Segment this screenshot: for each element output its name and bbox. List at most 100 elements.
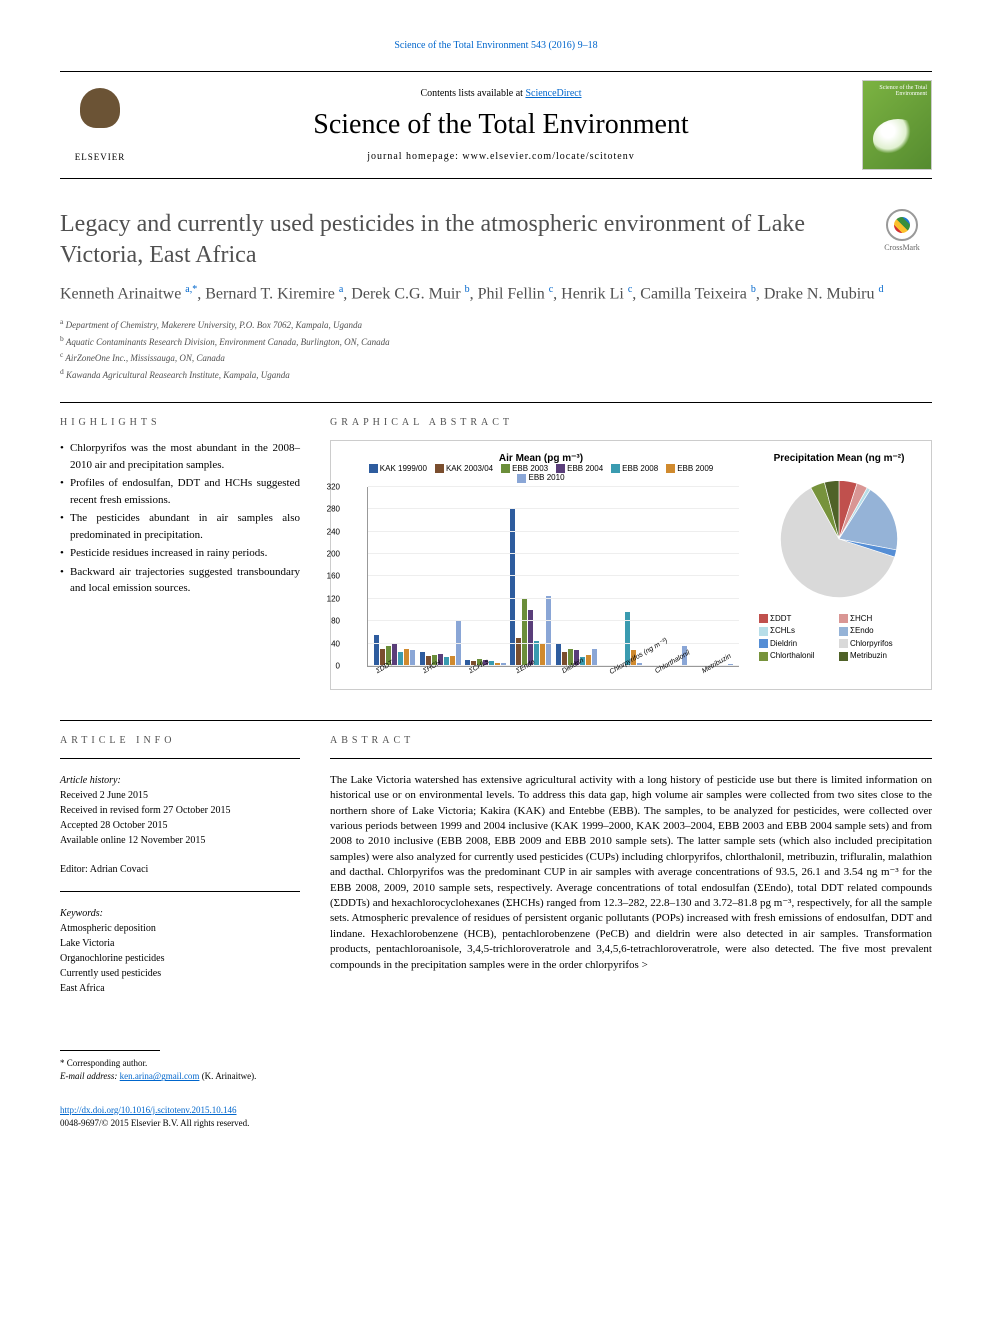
contents-text: Contents lists available at: [420, 88, 525, 99]
keyword-item: East Africa: [60, 981, 300, 996]
highlight-item: Chlorpyrifos was the most abundant in th…: [60, 440, 300, 473]
authors-list: Kenneth Arinaitwe a,*, Bernard T. Kiremi…: [60, 283, 932, 306]
journal-name: Science of the Total Environment: [140, 109, 862, 141]
bar-chart-title: Air Mean (pg m⁻³): [343, 453, 739, 464]
email-label: E-mail address:: [60, 1071, 117, 1081]
corresponding-author-label: * Corresponding author.: [60, 1057, 932, 1071]
divider: [60, 758, 300, 759]
bar: [374, 635, 379, 666]
bar: [556, 643, 561, 666]
gridline: [368, 620, 739, 621]
footer-separator: [60, 1050, 160, 1051]
bar: [420, 652, 425, 666]
journal-cover-thumbnail: Science of the Total Environment: [862, 80, 932, 170]
keywords-label: Keywords:: [60, 906, 300, 921]
pie-chart: [774, 474, 904, 604]
pie-legend-item: ΣEndo: [839, 626, 919, 635]
y-tick: 40: [331, 639, 340, 648]
pie-legend-item: ΣHCH: [839, 614, 919, 623]
received-date: Received 2 June 2015: [60, 788, 300, 803]
keyword-item: Organochlorine pesticides: [60, 951, 300, 966]
y-tick: 120: [327, 594, 340, 603]
journal-header: ELSEVIER Contents lists available at Sci…: [60, 71, 932, 179]
pie-legend-item: Chlorthalonil: [759, 651, 839, 660]
gridline: [368, 598, 739, 599]
highlight-item: Profiles of endosulfan, DDT and HCHs sug…: [60, 475, 300, 508]
online-date: Available online 12 November 2015: [60, 833, 300, 848]
gridline: [368, 643, 739, 644]
cover-title: Science of the Total Environment: [863, 81, 931, 101]
article-title: Legacy and currently used pesticides in …: [60, 209, 872, 271]
bar-chart-legend: KAK 1999/00KAK 2003/04EBB 2003EBB 2004EB…: [343, 464, 739, 483]
gridline: [368, 553, 739, 554]
y-tick: 320: [327, 482, 340, 491]
keywords-list: Atmospheric depositionLake VictoriaOrgan…: [60, 921, 300, 996]
legend-item: EBB 2010: [517, 473, 564, 482]
y-tick: 200: [327, 550, 340, 559]
graphical-abstract-label: GRAPHICAL ABSTRACT: [330, 417, 932, 428]
pie-chart-title: Precipitation Mean (ng m⁻²): [759, 453, 919, 464]
y-tick: 160: [327, 572, 340, 581]
affiliation-item: c AirZoneOne Inc., Mississauga, ON, Cana…: [60, 349, 932, 366]
bar-groups: [368, 487, 739, 666]
divider: [60, 720, 932, 721]
highlight-item: Pesticide residues increased in rainy pe…: [60, 545, 300, 562]
contents-line: Contents lists available at ScienceDirec…: [140, 88, 862, 99]
bar: [410, 650, 415, 666]
highlight-item: Backward air trajectories suggested tran…: [60, 564, 300, 597]
pie-legend-item: Dieldrin: [759, 639, 839, 648]
legend-item: KAK 2003/04: [435, 464, 493, 473]
editor-line: Editor: Adrian Covaci: [60, 862, 300, 877]
history-label: Article history:: [60, 773, 300, 788]
pie-legend-item: ΣDDT: [759, 614, 839, 623]
highlights-label: HIGHLIGHTS: [60, 417, 300, 428]
corresponding-email-link[interactable]: ken.arina@gmail.com: [120, 1071, 200, 1081]
crossmark-label: CrossMark: [884, 243, 920, 252]
pie-chart-legend: ΣDDTΣHCHΣCHLsΣEndoDieldrinChlorpyrifosCh…: [759, 614, 919, 664]
abstract-label: ABSTRACT: [330, 735, 932, 746]
gridline: [368, 665, 739, 666]
y-tick: 80: [331, 617, 340, 626]
y-tick: 240: [327, 527, 340, 536]
corresponding-name: (K. Arinaitwe).: [202, 1071, 257, 1081]
bar: [562, 652, 567, 666]
bar-chart: 04080120160200240280320: [367, 487, 739, 667]
abstract-text: The Lake Victoria watershed has extensiv…: [330, 773, 932, 973]
journal-homepage: journal homepage: www.elsevier.com/locat…: [140, 151, 862, 162]
revised-date: Received in revised form 27 October 2015: [60, 803, 300, 818]
keyword-item: Currently used pesticides: [60, 966, 300, 981]
legend-item: EBB 2004: [556, 464, 603, 473]
elsevier-text: ELSEVIER: [75, 152, 126, 162]
graphical-abstract: Air Mean (pg m⁻³) KAK 1999/00KAK 2003/04…: [330, 440, 932, 690]
affiliation-item: d Kawanda Agricultural Reasearch Institu…: [60, 366, 932, 383]
accepted-date: Accepted 28 October 2015: [60, 818, 300, 833]
elsevier-logo: ELSEVIER: [60, 80, 140, 170]
gridline: [368, 486, 739, 487]
y-tick: 280: [327, 505, 340, 514]
highlights-list: Chlorpyrifos was the most abundant in th…: [60, 440, 300, 597]
divider: [330, 758, 932, 759]
cover-graphic: [873, 119, 923, 159]
divider: [60, 402, 932, 403]
doi-link[interactable]: http://dx.doi.org/10.1016/j.scitotenv.20…: [60, 1105, 237, 1115]
crossmark-icon: [886, 209, 918, 241]
legend-item: EBB 2008: [611, 464, 658, 473]
legend-item: EBB 2003: [501, 464, 548, 473]
copyright-line: 0048-9697/© 2015 Elsevier B.V. All right…: [60, 1118, 249, 1128]
affiliation-item: b Aquatic Contaminants Research Division…: [60, 333, 932, 350]
x-axis-labels: ΣDDTΣHCHΣCHLsΣEndoDieldrinChlorpyrifos (…: [367, 669, 739, 677]
crossmark-badge[interactable]: CrossMark: [872, 209, 932, 252]
keyword-item: Lake Victoria: [60, 936, 300, 951]
article-info-label: ARTICLE INFO: [60, 735, 300, 746]
bar: [546, 596, 551, 666]
affiliations-list: a Department of Chemistry, Makerere Univ…: [60, 316, 932, 382]
highlight-item: The pesticides abundant in air samples a…: [60, 510, 300, 543]
sciencedirect-link[interactable]: ScienceDirect: [525, 88, 581, 99]
bar: [522, 598, 527, 666]
bar: [404, 649, 409, 666]
elsevier-tree-icon: [70, 88, 130, 148]
pie-legend-item: Metribuzin: [839, 651, 919, 660]
pie-legend-item: ΣCHLs: [759, 626, 839, 635]
pie-legend-item: Chlorpyrifos: [839, 639, 919, 648]
bar: [592, 649, 597, 666]
